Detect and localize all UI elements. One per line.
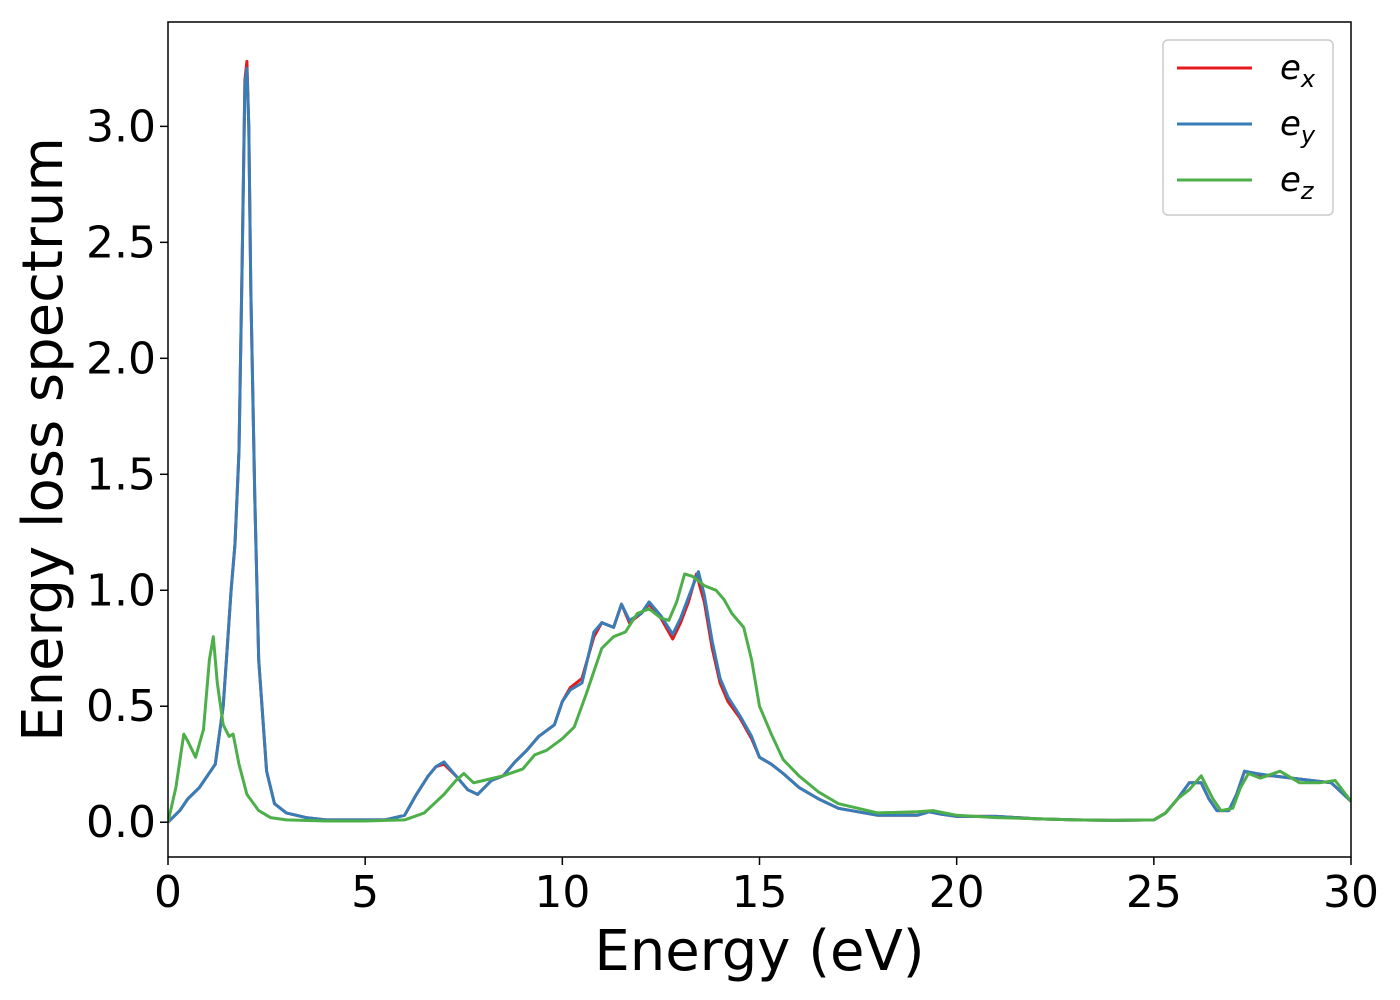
y-tick-label: 2.5 (86, 217, 156, 268)
x-tick-label: 5 (351, 867, 379, 918)
x-tick-label: 20 (929, 867, 985, 918)
y-tick-label: 3.0 (86, 101, 156, 152)
series-line-z (168, 572, 1351, 823)
legend-label-z: ez (1280, 160, 1315, 205)
y-axis-label: Energy loss spectrum (11, 137, 76, 742)
x-axis: 0 5 10 15 20 25 30 (154, 857, 1379, 918)
y-tick-label: 1.0 (86, 565, 156, 616)
x-tick-label: 25 (1126, 867, 1182, 918)
y-tick-label: 0.5 (86, 681, 156, 732)
x-axis-label: Energy (eV) (594, 919, 924, 984)
x-tick-label: 30 (1323, 867, 1379, 918)
y-tick-label: 1.5 (86, 449, 156, 500)
plot-lines (168, 59, 1351, 824)
y-axis: 0.0 0.5 1.0 1.5 2.0 2.5 3.0 (86, 101, 168, 848)
y-tick-label: 0.0 (86, 797, 156, 848)
legend-box (1162, 39, 1334, 216)
x-tick-label: 10 (534, 867, 590, 918)
x-tick-label: 0 (154, 867, 182, 918)
y-tick-label: 2.0 (86, 333, 156, 384)
x-tick-label: 15 (732, 867, 788, 918)
